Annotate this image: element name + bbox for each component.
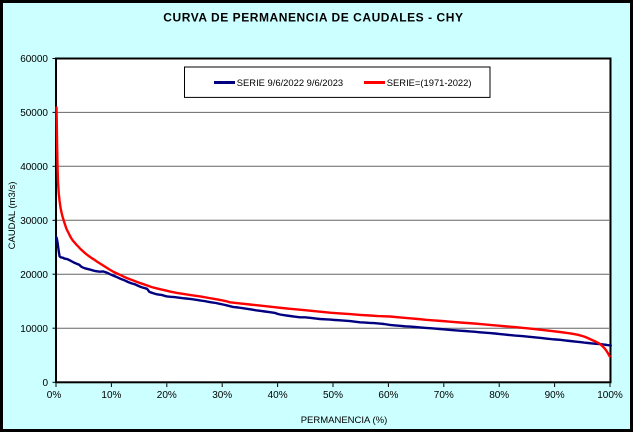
svg-text:60000: 60000 — [20, 54, 48, 65]
svg-text:SERIE 9/6/2022 9/6/2023: SERIE 9/6/2022 9/6/2023 — [237, 77, 343, 88]
svg-text:60%: 60% — [378, 390, 398, 401]
svg-text:100%: 100% — [597, 390, 623, 401]
svg-text:10000: 10000 — [20, 324, 48, 335]
svg-text:SERIE=(1971-2022): SERIE=(1971-2022) — [387, 77, 472, 88]
svg-text:50%: 50% — [323, 390, 343, 401]
svg-text:CURVA DE PERMANENCIA DE CAUDAL: CURVA DE PERMANENCIA DE CAUDALES - CHY — [163, 11, 463, 25]
svg-text:30%: 30% — [212, 390, 232, 401]
svg-text:30000: 30000 — [20, 216, 48, 227]
svg-text:PERMANENCIA (%): PERMANENCIA (%) — [301, 415, 388, 426]
svg-text:0%: 0% — [47, 390, 62, 401]
svg-text:20%: 20% — [157, 390, 177, 401]
svg-text:CAUDAL (m3/s): CAUDAL (m3/s) — [7, 182, 18, 250]
svg-text:40000: 40000 — [20, 162, 48, 173]
svg-text:80%: 80% — [489, 390, 509, 401]
svg-text:40%: 40% — [268, 390, 288, 401]
svg-text:90%: 90% — [545, 390, 565, 401]
svg-text:20000: 20000 — [20, 270, 48, 281]
svg-text:70%: 70% — [434, 390, 454, 401]
svg-text:10%: 10% — [101, 390, 121, 401]
svg-text:50000: 50000 — [20, 108, 48, 119]
svg-text:0: 0 — [42, 378, 48, 389]
